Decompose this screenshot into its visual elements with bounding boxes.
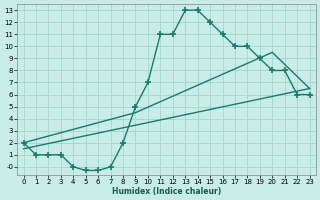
X-axis label: Humidex (Indice chaleur): Humidex (Indice chaleur) [112,187,221,196]
